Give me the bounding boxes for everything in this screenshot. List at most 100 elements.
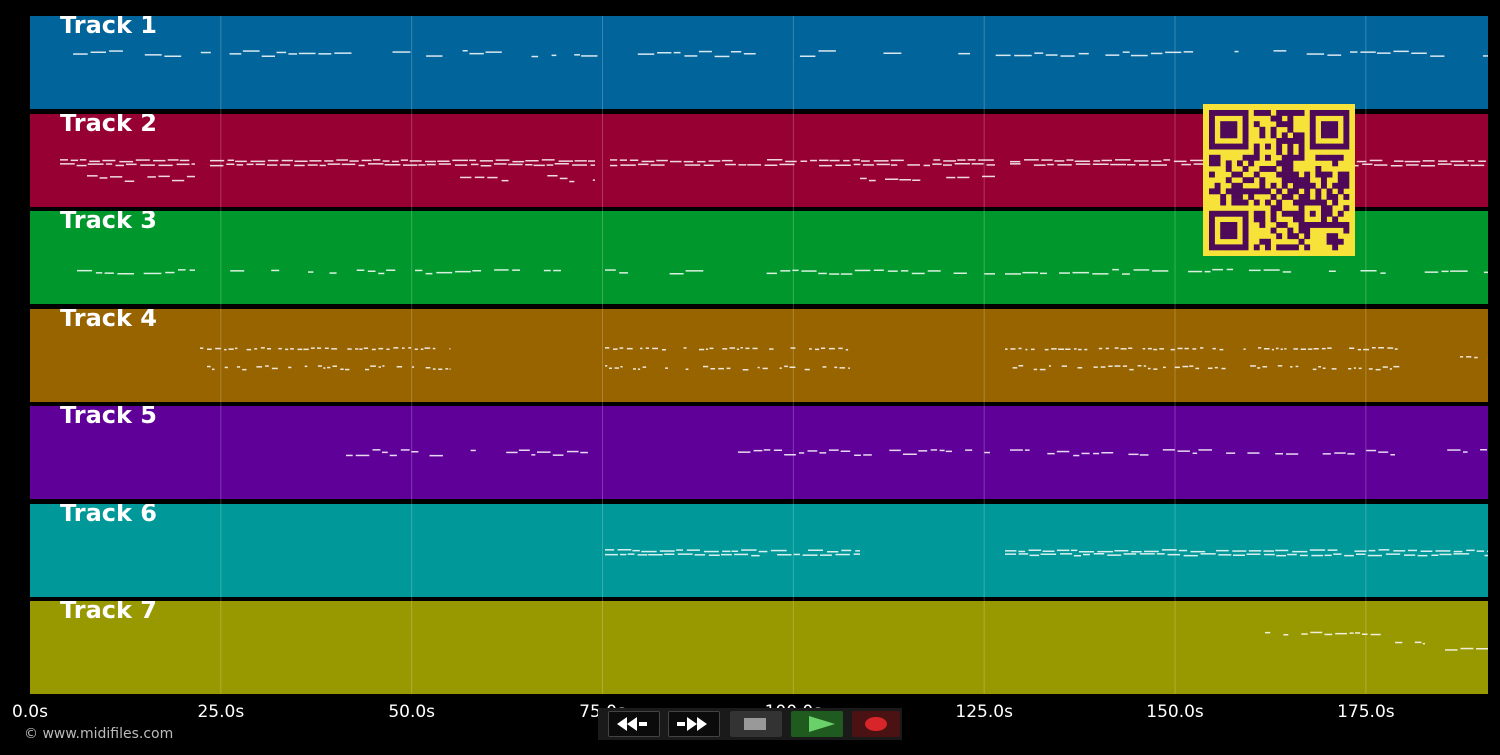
note bbox=[1414, 641, 1422, 644]
note bbox=[117, 273, 134, 275]
track-label: Track 4 bbox=[60, 308, 158, 332]
note bbox=[1159, 347, 1164, 350]
note bbox=[820, 553, 832, 556]
note bbox=[745, 347, 750, 349]
note bbox=[1282, 271, 1292, 273]
note bbox=[1277, 364, 1283, 367]
note-lane bbox=[346, 449, 1487, 457]
note bbox=[912, 179, 921, 181]
note bbox=[705, 348, 708, 350]
note bbox=[827, 550, 839, 552]
note bbox=[265, 364, 269, 367]
note bbox=[923, 164, 930, 166]
note bbox=[863, 454, 872, 456]
note bbox=[1467, 159, 1475, 162]
note bbox=[605, 364, 608, 367]
note bbox=[403, 163, 418, 166]
note bbox=[355, 347, 359, 350]
note bbox=[1056, 450, 1070, 453]
note bbox=[79, 158, 87, 161]
note bbox=[1151, 163, 1167, 166]
note bbox=[1358, 367, 1362, 369]
track-lane[interactable]: Track 4 bbox=[30, 308, 1488, 402]
note bbox=[736, 348, 740, 350]
note bbox=[1047, 163, 1054, 165]
note bbox=[400, 158, 408, 161]
note bbox=[210, 164, 224, 166]
note bbox=[297, 348, 303, 350]
note bbox=[290, 347, 294, 350]
note bbox=[525, 159, 539, 161]
note bbox=[414, 348, 418, 350]
note bbox=[1177, 347, 1183, 349]
note bbox=[327, 162, 341, 165]
rewind-button[interactable] bbox=[608, 711, 660, 737]
note bbox=[1024, 158, 1039, 161]
note bbox=[1139, 163, 1149, 166]
note bbox=[939, 449, 945, 452]
note bbox=[1460, 647, 1474, 650]
note bbox=[1445, 649, 1458, 651]
note bbox=[1265, 631, 1271, 634]
note bbox=[1010, 160, 1021, 162]
note bbox=[1431, 554, 1439, 556]
note bbox=[436, 271, 453, 274]
note bbox=[1327, 346, 1332, 349]
note bbox=[408, 346, 411, 349]
track-lane[interactable]: Track 1 bbox=[30, 16, 1488, 109]
time-tick-label: 25.0s bbox=[197, 702, 245, 722]
note bbox=[1078, 52, 1089, 55]
time-tick-label: 175.0s bbox=[1337, 702, 1395, 722]
note bbox=[1322, 453, 1331, 455]
fast-forward-button[interactable] bbox=[668, 711, 720, 737]
note bbox=[1167, 553, 1181, 555]
note bbox=[984, 451, 990, 454]
note bbox=[610, 158, 618, 161]
track-lane[interactable]: Track 6 bbox=[30, 503, 1488, 597]
track-lane[interactable]: Track 7 bbox=[30, 601, 1488, 694]
note bbox=[288, 53, 298, 55]
note bbox=[1276, 554, 1286, 556]
note bbox=[425, 366, 431, 368]
note bbox=[412, 365, 415, 368]
play-button[interactable] bbox=[791, 711, 843, 737]
note bbox=[186, 175, 195, 177]
note bbox=[372, 158, 381, 161]
note bbox=[426, 163, 436, 165]
note bbox=[1234, 50, 1239, 53]
stop-button[interactable] bbox=[730, 711, 782, 737]
note bbox=[250, 160, 266, 162]
note bbox=[632, 549, 640, 551]
note bbox=[620, 163, 636, 166]
note bbox=[260, 346, 265, 349]
note bbox=[1072, 271, 1090, 274]
note bbox=[1476, 648, 1488, 650]
track-lane[interactable]: Track 5 bbox=[30, 406, 1488, 499]
note bbox=[1022, 271, 1038, 274]
note bbox=[95, 272, 103, 274]
note bbox=[172, 179, 185, 181]
note bbox=[210, 159, 225, 161]
note bbox=[1300, 348, 1306, 350]
note bbox=[1232, 549, 1247, 552]
note bbox=[1328, 270, 1336, 272]
note bbox=[455, 270, 471, 273]
note bbox=[1422, 642, 1425, 645]
track-label: Track 2 bbox=[60, 113, 158, 137]
note bbox=[1010, 162, 1021, 165]
note bbox=[324, 347, 329, 349]
note bbox=[1143, 364, 1147, 367]
note-lane bbox=[1265, 631, 1488, 651]
note bbox=[1321, 347, 1326, 349]
note bbox=[1466, 355, 1472, 358]
note bbox=[1424, 271, 1439, 273]
note bbox=[109, 50, 123, 52]
note bbox=[1474, 356, 1478, 358]
note bbox=[629, 159, 639, 161]
note bbox=[1128, 347, 1133, 349]
note bbox=[1324, 633, 1333, 636]
note bbox=[386, 269, 396, 271]
record-button[interactable] bbox=[852, 711, 900, 737]
note bbox=[725, 163, 736, 165]
note bbox=[1139, 454, 1149, 456]
